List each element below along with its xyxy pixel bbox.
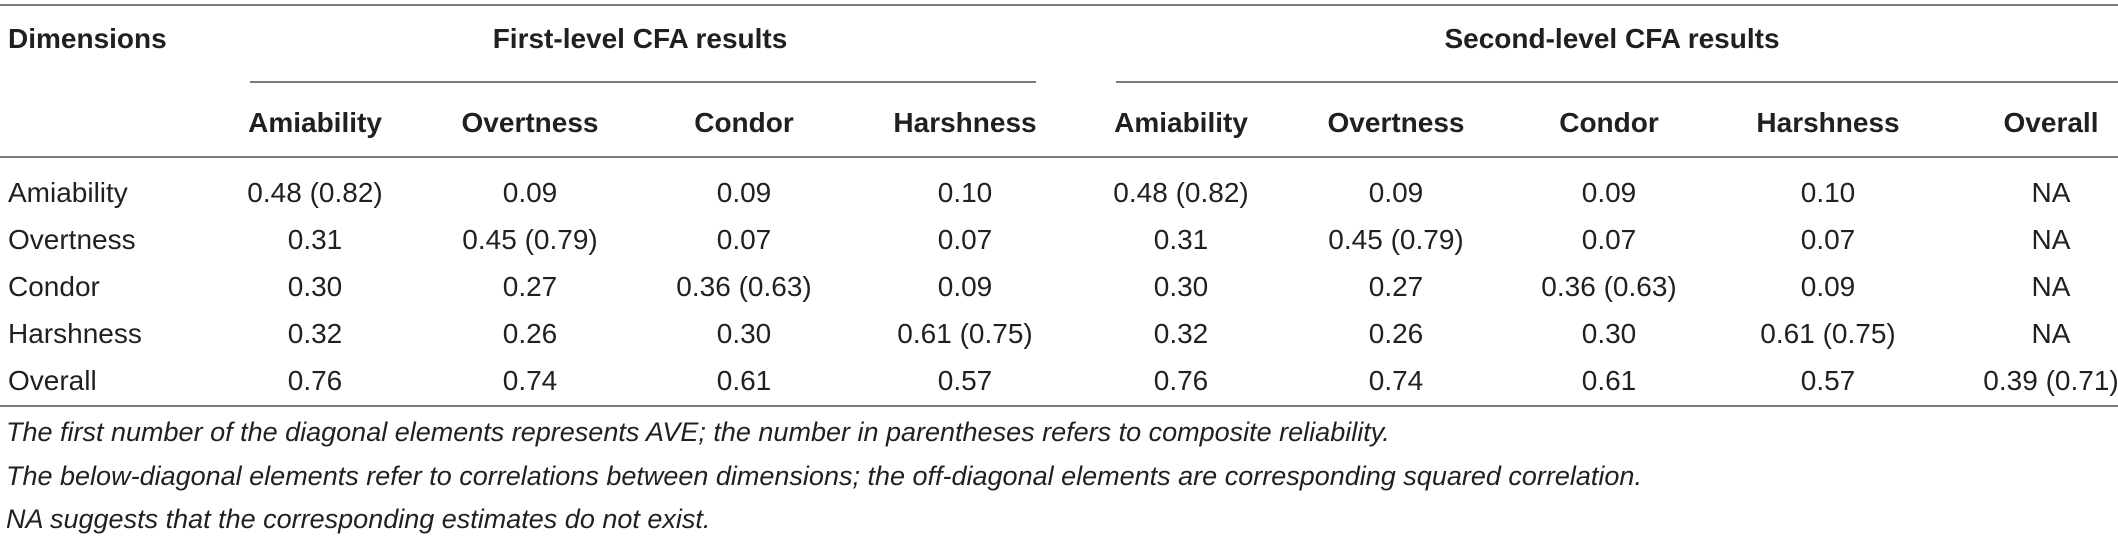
table-cell: 0.31 xyxy=(1153,224,1209,255)
col-header-harshness: Harshness xyxy=(1756,107,1900,138)
table-cell: 0.07 xyxy=(1581,224,1637,255)
group1-underline xyxy=(250,81,1036,83)
table-cell: 0.07 xyxy=(937,224,993,255)
col-header-condor: Condor xyxy=(694,107,794,138)
table-cell: NA xyxy=(2031,271,2071,302)
col-header-harshness: Harshness xyxy=(893,107,1037,138)
table-cell: 0.32 xyxy=(287,318,343,349)
table-cell: 0.30 xyxy=(716,318,772,349)
table-cell: 0.61 xyxy=(1581,365,1637,396)
col-header-overtness: Overtness xyxy=(1327,107,1465,138)
table-cell: 0.09 xyxy=(1581,177,1637,208)
table-cell: 0.26 xyxy=(502,318,558,349)
col-header-condor: Condor xyxy=(1559,107,1659,138)
header-first-level-cfa: First-level CFA results xyxy=(492,23,788,54)
header-dimensions: Dimensions xyxy=(8,23,167,54)
table-cell: 0.48 (0.82) xyxy=(247,177,383,208)
row-label: Amiability xyxy=(8,177,128,208)
table-cell: NA xyxy=(2031,224,2071,255)
col-header-overall: Overall xyxy=(2003,107,2099,138)
col-header-amiability: Amiability xyxy=(248,107,382,138)
col-header-amiability: Amiability xyxy=(1114,107,1248,138)
table-cell: 0.74 xyxy=(502,365,558,396)
table-cell: 0.09 xyxy=(1800,271,1856,302)
table-cell: 0.30 xyxy=(287,271,343,302)
row-label: Overall xyxy=(8,365,97,396)
table-cell: 0.57 xyxy=(937,365,993,396)
table-cell: 0.74 xyxy=(1368,365,1424,396)
footnote-correlations: The below-diagonal elements refer to cor… xyxy=(6,461,1642,491)
table-cell: 0.45 (0.79) xyxy=(1328,224,1464,255)
table-cell: 0.30 xyxy=(1153,271,1209,302)
col-header-overtness: Overtness xyxy=(461,107,599,138)
table-cell: 0.09 xyxy=(937,271,993,302)
table-cell: 0.32 xyxy=(1153,318,1209,349)
table-cell: 0.76 xyxy=(1153,365,1209,396)
table-cell: 0.61 xyxy=(716,365,772,396)
table-cell: NA xyxy=(2031,177,2071,208)
table-cell: NA xyxy=(2031,318,2071,349)
table-cell: 0.61 (0.75) xyxy=(897,318,1033,349)
table-cell: 0.36 (0.63) xyxy=(1541,271,1677,302)
table-cell: 0.09 xyxy=(502,177,558,208)
table-cell: 0.30 xyxy=(1581,318,1637,349)
table-cell: 0.27 xyxy=(502,271,558,302)
row-label: Overtness xyxy=(8,224,136,255)
footnote-ave: The first number of the diagonal element… xyxy=(6,417,1390,447)
table-bottom-rule xyxy=(0,405,2118,407)
table-cell: 0.27 xyxy=(1368,271,1424,302)
table-cell: 0.09 xyxy=(716,177,772,208)
table-cell: 0.26 xyxy=(1368,318,1424,349)
table-cell: 0.10 xyxy=(1800,177,1856,208)
table-cell: 0.07 xyxy=(716,224,772,255)
top-rule xyxy=(0,4,2118,6)
table-cell: 0.36 (0.63) xyxy=(676,271,812,302)
table-cell: 0.39 (0.71) xyxy=(1983,365,2118,396)
table-cell: 0.45 (0.79) xyxy=(462,224,598,255)
header-second-level-cfa: Second-level CFA results xyxy=(1444,23,1780,54)
table-cell: 0.61 (0.75) xyxy=(1760,318,1896,349)
table-cell: 0.10 xyxy=(937,177,993,208)
footnote-na: NA suggests that the corresponding estim… xyxy=(6,504,711,534)
group2-underline xyxy=(1116,81,2118,83)
table-cell: 0.07 xyxy=(1800,224,1856,255)
table-cell: 0.76 xyxy=(287,365,343,396)
row-label: Harshness xyxy=(8,318,142,349)
header-bottom-rule xyxy=(0,156,2118,158)
table-cell: 0.48 (0.82) xyxy=(1113,177,1249,208)
table-cell: 0.57 xyxy=(1800,365,1856,396)
table-cell: 0.09 xyxy=(1368,177,1424,208)
row-label: Condor xyxy=(8,271,100,302)
table-cell: 0.31 xyxy=(287,224,343,255)
